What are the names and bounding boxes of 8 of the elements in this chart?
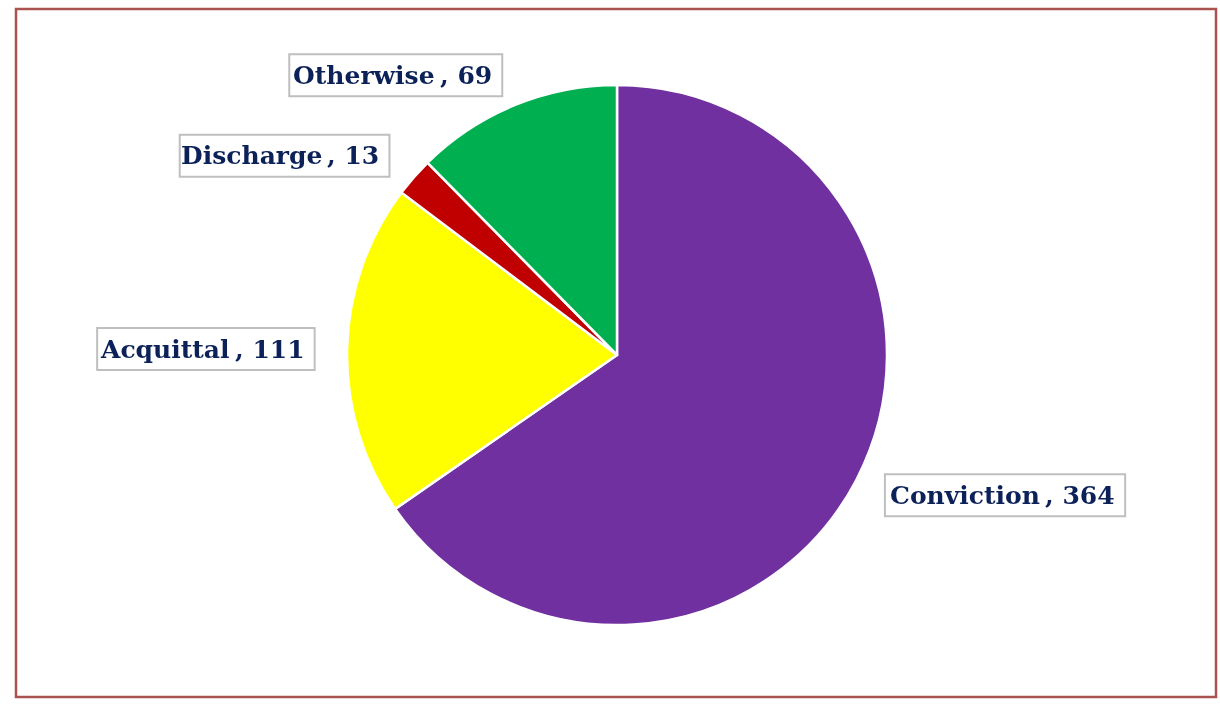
slice-label: Discharge bbox=[181, 141, 323, 170]
slice-label: Otherwise bbox=[293, 61, 435, 90]
data-label: , 111 bbox=[235, 335, 305, 364]
data-label: , 13 bbox=[327, 141, 380, 170]
data-label: , 364 bbox=[1045, 481, 1115, 510]
slice-label: Conviction bbox=[890, 481, 1040, 510]
data-label: , 69 bbox=[440, 61, 493, 90]
slice-label: Acquittal bbox=[100, 335, 230, 364]
